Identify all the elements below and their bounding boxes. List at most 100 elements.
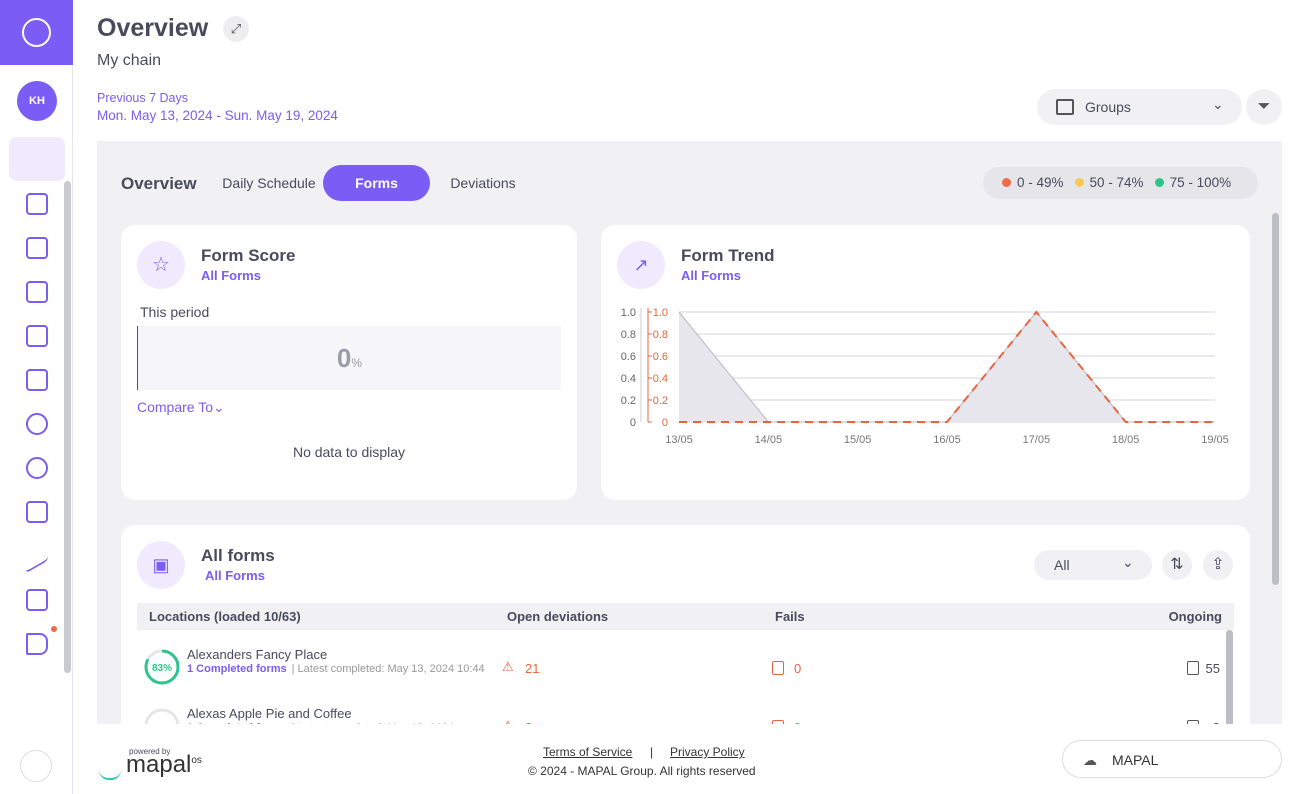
form-trend-card: ↗ Form Trend All Forms 0 0.2 0.4 0.6 0.8 1.0 0… bbox=[601, 225, 1250, 500]
column-header: Fails bbox=[775, 609, 805, 624]
tab[interactable]: Deviations bbox=[450, 175, 516, 191]
filter-button[interactable]: ⏷ bbox=[1246, 89, 1282, 125]
latest-completed: | Latest completed: May 13, 2024 10:44 bbox=[291, 663, 485, 675]
separator: | bbox=[650, 745, 654, 759]
compare-label: Compare To bbox=[137, 399, 214, 415]
line bbox=[678, 311, 1215, 423]
deviations: 21 bbox=[525, 661, 540, 676]
groups-dropdown[interactable]: Groups ⌄ bbox=[1037, 89, 1242, 125]
ring-value bbox=[144, 649, 180, 685]
legend-label: 0 - 49% bbox=[1017, 175, 1064, 190]
tabs-label: Overview bbox=[121, 174, 197, 193]
column-header: Locations (loaded 10/63) bbox=[149, 609, 301, 624]
ongoing-icon bbox=[1187, 661, 1199, 675]
nav-forms[interactable] bbox=[26, 281, 48, 303]
nav-reports[interactable] bbox=[26, 369, 48, 391]
empty-message: No data to display bbox=[292, 444, 406, 460]
legend-label: 75 - 100% bbox=[1169, 175, 1232, 190]
ring-label: 83% bbox=[152, 663, 172, 674]
score-box: 0% bbox=[137, 326, 561, 390]
period-label[interactable]: Previous 7 Days bbox=[97, 91, 189, 105]
score-legend: 0 - 49% 50 - 74% 75 - 100% bbox=[983, 167, 1258, 199]
ongoing: 55 bbox=[1205, 661, 1220, 676]
brand-text: mapal bbox=[126, 751, 192, 778]
tab[interactable]: Daily Schedule bbox=[222, 175, 316, 191]
trend-chart: 0 0.2 0.4 0.6 0.8 1.0 0 0.2 0.4 0.6 0.8 1.0 13/05 14/… bbox=[621, 307, 1229, 446]
y-tick-label: 0.8 bbox=[621, 329, 636, 341]
deviation-icon: ⚠ bbox=[502, 659, 514, 674]
x-tick-label: 17/05 bbox=[1023, 434, 1051, 446]
page-title: Overview bbox=[97, 14, 209, 42]
nav-stores[interactable] bbox=[26, 501, 48, 523]
completed-count: 1 Completed forms bbox=[187, 663, 287, 675]
table-header: Locations (loaded 10/63) Open deviations… bbox=[137, 603, 1234, 630]
mapal-button[interactable]: ☁ MAPAL bbox=[1062, 740, 1282, 778]
help-button[interactable] bbox=[20, 750, 52, 782]
sort-button[interactable]: ⇅ bbox=[1162, 550, 1192, 580]
score-ring: 83% bbox=[144, 649, 180, 685]
groups-label: Groups bbox=[1085, 99, 1131, 115]
terms-link[interactable]: Terms of Service bbox=[543, 745, 633, 759]
y2-tick-label: 0.2 bbox=[653, 395, 668, 407]
nav-logbook[interactable] bbox=[26, 237, 48, 259]
store-selector[interactable] bbox=[9, 137, 65, 181]
area bbox=[679, 312, 1215, 422]
card-title: Form Trend bbox=[681, 246, 775, 265]
expand-button[interactable]: ⤢ bbox=[223, 16, 249, 42]
x-tick-label: 19/05 bbox=[1201, 434, 1229, 446]
x-tick-label: 18/05 bbox=[1112, 434, 1140, 446]
form-score-card: ☆ Form Score All Forms This period 0% Co… bbox=[121, 225, 577, 500]
nav-announcements[interactable] bbox=[26, 633, 48, 655]
app-logo[interactable] bbox=[0, 0, 73, 65]
panel-scrollbar bbox=[1272, 213, 1279, 585]
y-tick-label: 0.6 bbox=[621, 351, 636, 363]
export-button[interactable]: ⇪ bbox=[1203, 550, 1233, 580]
score-value: 0 bbox=[336, 343, 352, 373]
y-tick-label: 0.4 bbox=[621, 373, 636, 385]
nav-hierarchy[interactable] bbox=[26, 457, 48, 479]
location-name: Alexanders Fancy Place bbox=[187, 647, 328, 662]
y2-tick-label: 0.8 bbox=[653, 329, 668, 341]
location-meta: 1 Completed forms | Latest completed: May… bbox=[187, 662, 487, 676]
card-subtitle[interactable]: All Forms bbox=[681, 268, 741, 283]
period-range[interactable]: Mon. May 13, 2024 - Sun. May 19, 2024 bbox=[97, 108, 338, 123]
card-subtitle[interactable]: All Forms bbox=[205, 568, 265, 583]
nav-people[interactable] bbox=[26, 413, 48, 435]
legend-dot bbox=[1074, 178, 1084, 187]
brand-logo: mapalos bbox=[126, 751, 202, 779]
column-header: Ongoing bbox=[1168, 609, 1222, 624]
y2-tick-label: 0.6 bbox=[653, 351, 668, 363]
table-row: 83% Alexanders Fancy Place 1 Completed for… bbox=[137, 630, 1234, 689]
avatar[interactable]: KH bbox=[17, 81, 57, 121]
filter-dropdown[interactable]: All ⌄ bbox=[1034, 550, 1152, 580]
sidebar-scrollbar bbox=[64, 181, 71, 673]
tab[interactable]: Forms bbox=[323, 165, 430, 201]
card-title: All forms bbox=[201, 546, 275, 565]
y2-tick-label: 0 bbox=[662, 417, 668, 429]
powered-by: powered by bbox=[129, 747, 171, 756]
nav-library[interactable] bbox=[26, 325, 48, 347]
y-tick-label: 1.0 bbox=[621, 307, 636, 319]
nav-dashboard[interactable] bbox=[26, 193, 48, 215]
nav-trends[interactable] bbox=[26, 538, 48, 574]
fails: 0 bbox=[794, 661, 802, 676]
sidebar: KH bbox=[0, 0, 73, 794]
card-title: Form Score bbox=[201, 246, 296, 265]
y-tick-label: 0 bbox=[630, 417, 636, 429]
copyright: © 2024 - MAPAL Group. All rights reserve… bbox=[528, 764, 756, 778]
x-tick-label: 15/05 bbox=[844, 434, 872, 446]
column-header: Open deviations bbox=[507, 609, 609, 624]
legend-label: 50 - 74% bbox=[1089, 175, 1144, 190]
card-subtitle[interactable]: All Forms bbox=[201, 268, 261, 283]
nav-news[interactable] bbox=[26, 589, 48, 611]
privacy-link[interactable]: Privacy Policy bbox=[670, 745, 745, 759]
line bbox=[679, 310, 1215, 423]
y2-tick-label: 1.0 bbox=[653, 307, 668, 319]
all-forms-card: ▣ All forms All Forms All ⌄ ⇅ ⇪ Locations… bbox=[121, 525, 1250, 745]
x-tick-label: 16/05 bbox=[933, 434, 961, 446]
location-name: Alexas Apple Pie and Coffee bbox=[187, 706, 352, 721]
footer: powered by mapalos Terms of Service | Pr… bbox=[73, 724, 1307, 794]
filter-label: All bbox=[1054, 557, 1070, 573]
compare-to[interactable]: Compare To⌄ bbox=[137, 399, 225, 415]
